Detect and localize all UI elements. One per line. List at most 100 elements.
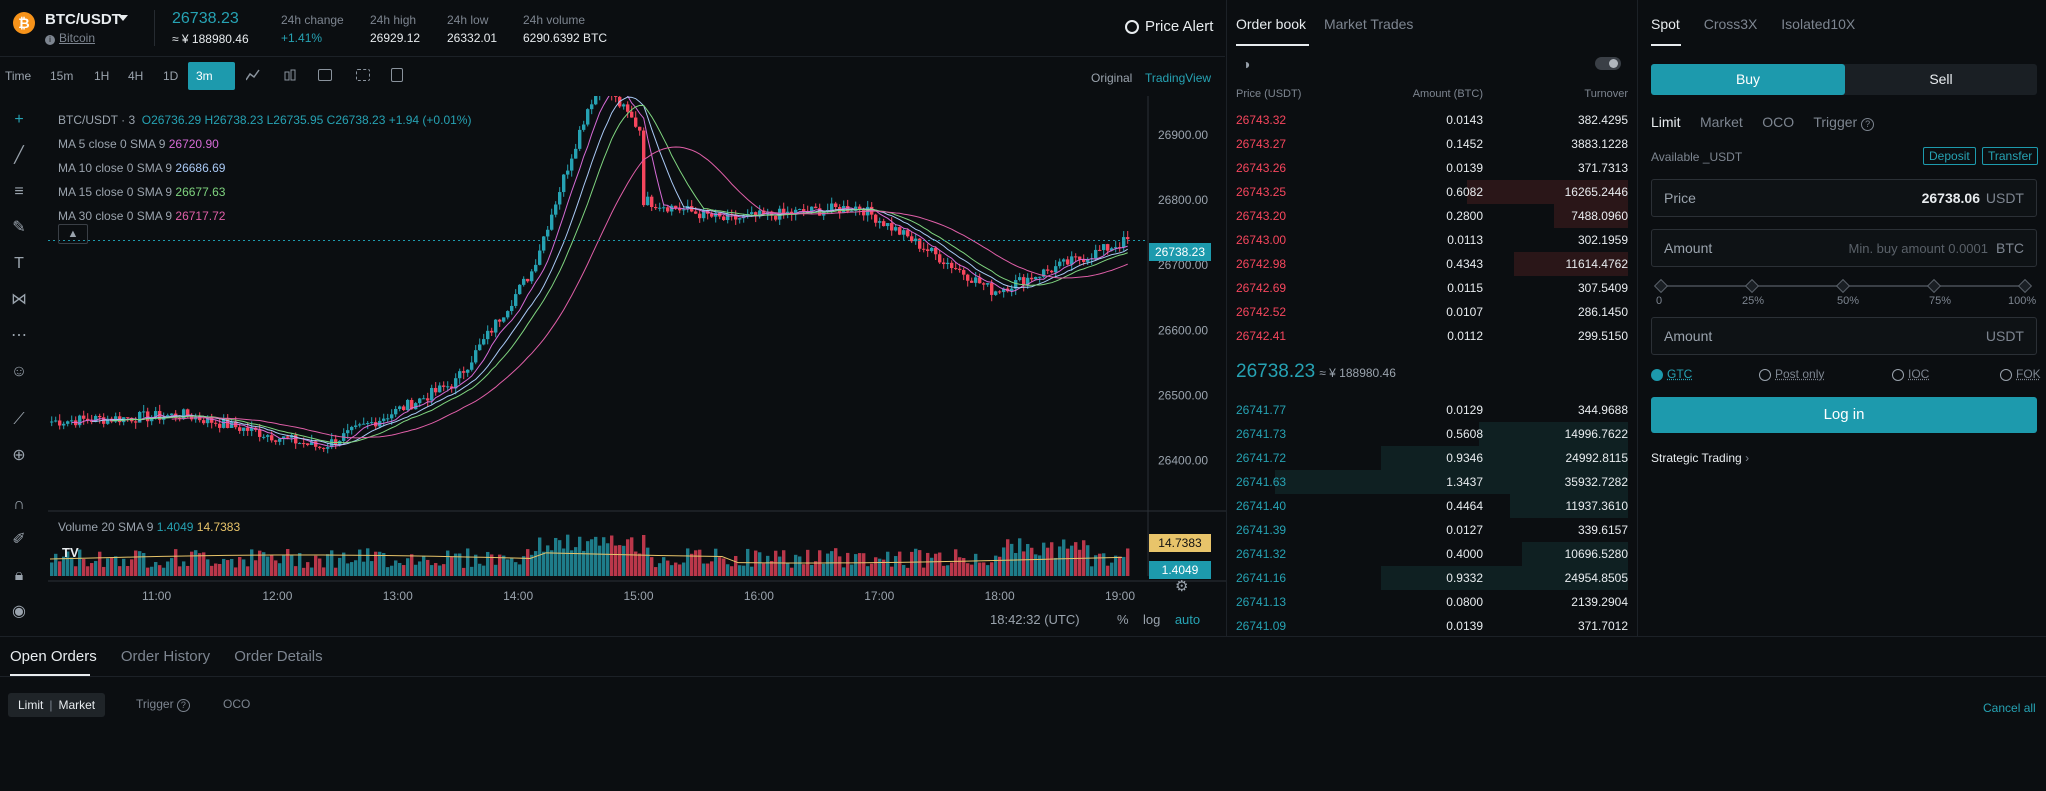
orderbook-row[interactable]: 26743.25 0.6082 16265.2446	[1236, 180, 1628, 204]
slider-stop[interactable]	[1835, 278, 1851, 294]
tab-spot[interactable]: Spot	[1651, 16, 1680, 32]
amount-field[interactable]: Amount Min. buy amount 0.0001 BTC	[1651, 229, 2037, 267]
price-chart[interactable]: 26400.00 26500.00 26600.00 26700.00 26800.00…	[48, 96, 1226, 636]
log-toggle[interactable]: log	[1143, 612, 1161, 627]
text-icon[interactable]: T	[14, 255, 24, 272]
limit-market-filter[interactable]: Limit | Market	[8, 693, 106, 717]
sell-button[interactable]: Sell	[1929, 71, 1953, 87]
orderbook-row[interactable]: 26743.32 0.0143 382.4295	[1236, 108, 1628, 132]
candle-type-icon[interactable]	[283, 69, 297, 81]
view-tradingview[interactable]: TradingView	[1145, 71, 1212, 85]
slider-stop[interactable]	[1653, 278, 1669, 294]
timeframe-4h[interactable]: 4H	[128, 69, 144, 83]
magnet-icon[interactable]: ∩	[13, 496, 25, 513]
orderbook-row[interactable]: 26742.98 0.4343 11614.4762	[1236, 252, 1628, 276]
slider-stop[interactable]	[1744, 278, 1760, 294]
amount-slider[interactable]	[1653, 278, 2033, 294]
price-field[interactable]: Price 26738.06 USDT	[1651, 179, 2037, 217]
orderbook-row[interactable]: 26741.16 0.9332 24954.8505	[1236, 566, 1628, 590]
orderbook-row[interactable]: 26741.39 0.0127 339.6157	[1236, 518, 1628, 542]
tab-cross[interactable]: Cross3X	[1703, 16, 1758, 32]
orderbook-row[interactable]: 26741.32 0.4000 10696.5280	[1236, 542, 1628, 566]
orderbook-row[interactable]: 26742.41 0.0112 299.5150	[1236, 324, 1628, 348]
timeframe-1h[interactable]: 1H	[94, 69, 110, 83]
chart-settings-icon[interactable]: ⚙	[1175, 578, 1189, 595]
strategic-trading-link[interactable]: Strategic Trading ›	[1651, 451, 1750, 465]
coin-name[interactable]: i Bitcoin	[45, 31, 95, 45]
orderbook-row[interactable]: 26741.63 1.3437 35932.7282	[1236, 470, 1628, 494]
measure-icon[interactable]: ⋯	[11, 327, 27, 344]
trend-line-icon[interactable]: ╱	[14, 147, 24, 164]
pattern-icon[interactable]: ⋈	[11, 291, 27, 308]
orderbook-toggle[interactable]	[1595, 57, 1621, 70]
orderbook-row[interactable]: 26741.13 0.0800 2139.2904	[1236, 590, 1628, 614]
timeframe-1d[interactable]: 1D	[163, 69, 179, 83]
slider-stop[interactable]	[1926, 278, 1942, 294]
candle	[982, 283, 986, 285]
volume-bar	[394, 560, 398, 576]
orderbook-row[interactable]: 26743.27 0.1452 3883.1228	[1236, 132, 1628, 156]
ruler-icon[interactable]: ⟋	[13, 411, 25, 428]
login-button[interactable]: Log in	[1651, 397, 2037, 433]
help-icon[interactable]: ?	[176, 699, 190, 712]
crosshair-icon[interactable]: +	[14, 111, 24, 128]
timeframe-3m[interactable]: 3m	[188, 62, 235, 90]
tab-open-orders[interactable]: Open Orders	[10, 648, 97, 665]
oco-filter[interactable]: OCO	[223, 697, 251, 711]
stat-label: 24h low	[447, 13, 489, 27]
collapse-legend-button[interactable]: ▲	[58, 224, 88, 244]
indicator-icon[interactable]	[245, 69, 260, 81]
slider-stop[interactable]	[2017, 278, 2033, 294]
orderbook-row[interactable]: 26742.52 0.0107 286.1450	[1236, 300, 1628, 324]
tif-gtc[interactable]: GTC	[1651, 367, 1692, 381]
price-alert-button[interactable]: Price Alert	[1125, 18, 1213, 35]
auto-toggle[interactable]: auto	[1174, 612, 1201, 627]
transfer-button[interactable]: Transfer	[1982, 147, 2039, 165]
orderbook-row[interactable]: 26741.73 0.5608 14996.7622	[1236, 422, 1628, 446]
tab-isolated[interactable]: Isolated10X	[1781, 16, 1856, 32]
order-type-oco[interactable]: OCO	[1762, 114, 1795, 130]
camera-icon[interactable]	[318, 69, 332, 81]
tab-order-details[interactable]: Order Details	[234, 648, 323, 665]
trash-icon[interactable]	[391, 68, 403, 82]
eye-icon[interactable]: ◉	[12, 603, 26, 620]
fib-icon[interactable]: ≡	[14, 183, 24, 200]
cancel-all-button[interactable]: Cancel all	[1983, 701, 2036, 715]
pair-selector[interactable]: BTC/USDT	[45, 11, 121, 28]
orderbook-row[interactable]: 26743.20 0.2800 7488.0960	[1236, 204, 1628, 228]
order-type-trigger[interactable]: Trigger	[1813, 114, 1858, 130]
lock-icon[interactable]: 🔒︎	[14, 567, 24, 584]
timeframe-15m[interactable]: 15m	[50, 69, 74, 83]
orderbook-row[interactable]: 26741.77 0.0129 344.9688	[1236, 398, 1628, 422]
fullscreen-icon[interactable]	[356, 69, 370, 81]
tif-post-only[interactable]: Post only	[1759, 367, 1824, 381]
order-type-market[interactable]: Market	[1700, 114, 1743, 130]
timeframe-time[interactable]: Time	[5, 69, 32, 83]
orderbook-row[interactable]: 26743.00 0.0113 302.1959	[1236, 228, 1628, 252]
deposit-button[interactable]: Deposit	[1923, 147, 1976, 165]
buy-button[interactable]: Buy	[1651, 64, 1845, 95]
orderbook-row[interactable]: 26742.69 0.0115 307.5409	[1236, 276, 1628, 300]
order-type-limit[interactable]: Limit	[1651, 114, 1681, 130]
precision-icon[interactable]: ◑	[1242, 56, 1251, 72]
zoom-in-icon[interactable]: ⊕	[12, 447, 26, 464]
total-field[interactable]: Amount USDT	[1651, 317, 2037, 355]
pencil-lock-icon[interactable]: ✐	[12, 531, 26, 548]
chevron-down-icon[interactable]	[118, 15, 128, 21]
orderbook-row[interactable]: 26743.26 0.0139 371.7313	[1236, 156, 1628, 180]
orderbook-row[interactable]: 26741.40 0.4464 11937.3610	[1236, 494, 1628, 518]
tif-ioc[interactable]: IOC	[1892, 367, 1929, 381]
tif-fok[interactable]: FOK	[2000, 367, 2041, 381]
tab-market-trades[interactable]: Market Trades	[1323, 16, 1414, 32]
orderbook-row[interactable]: 26741.09 0.0139 371.7012	[1236, 614, 1628, 638]
emoji-icon[interactable]: ☺	[10, 363, 28, 380]
orderbook-amount: 0.0113	[1447, 233, 1483, 247]
view-original[interactable]: Original	[1091, 71, 1133, 85]
orderbook-row[interactable]: 26741.72 0.9346 24992.8115	[1236, 446, 1628, 470]
brush-icon[interactable]: ✎	[12, 219, 26, 236]
percent-toggle[interactable]: %	[1117, 612, 1129, 627]
trigger-filter[interactable]: Trigger ?	[136, 697, 190, 712]
tab-order-history[interactable]: Order History	[120, 648, 211, 665]
tab-order-book[interactable]: Order book	[1236, 16, 1307, 32]
help-icon[interactable]: ?	[1861, 118, 1875, 131]
